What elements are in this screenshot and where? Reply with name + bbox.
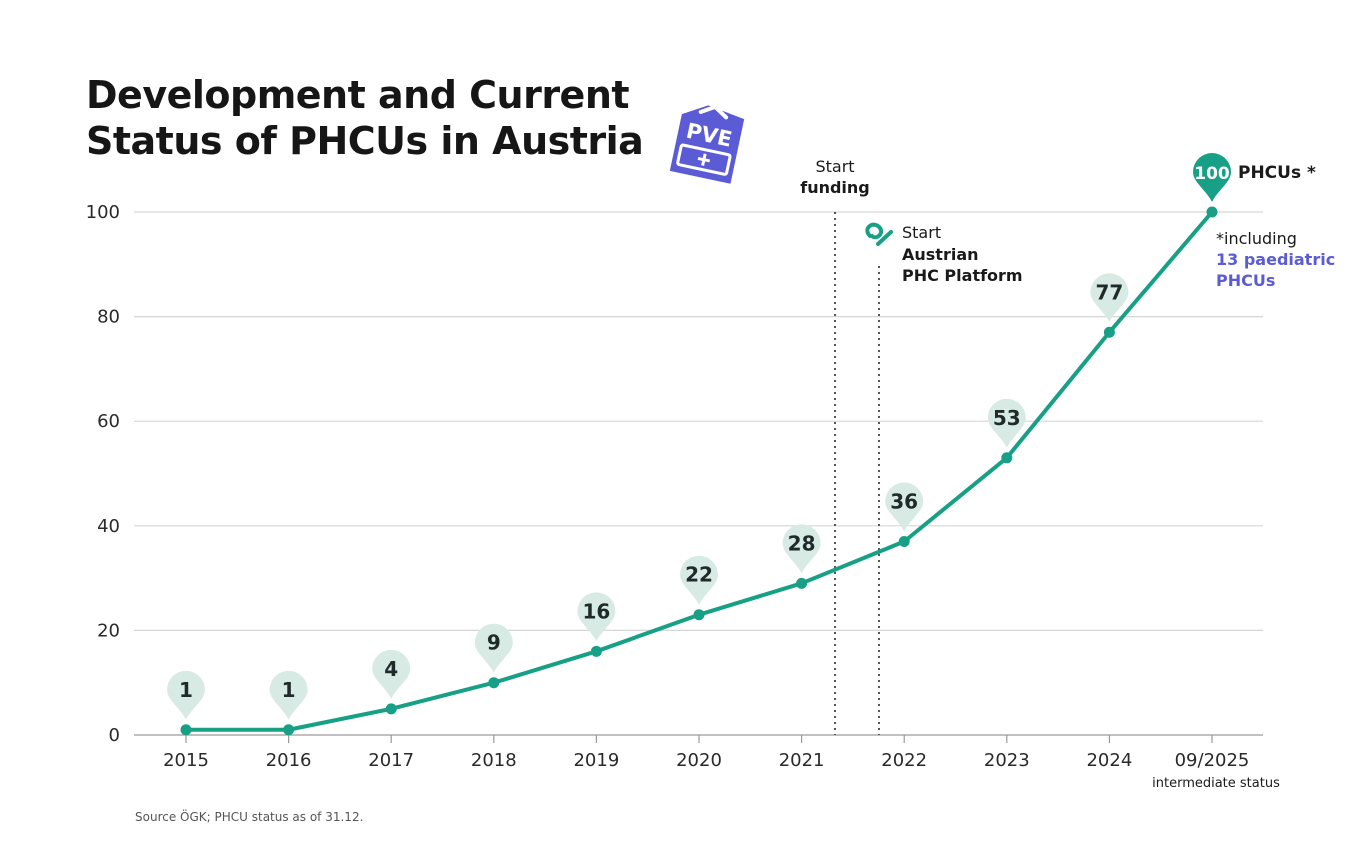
final-note-line3: PHCUs bbox=[1216, 271, 1275, 290]
y-tick-label: 40 bbox=[97, 516, 120, 537]
x-tick-label: 09/2025 bbox=[1175, 750, 1250, 771]
pve-tag-icon: PVE bbox=[669, 104, 745, 184]
data-label-pin: 16 bbox=[577, 592, 616, 642]
data-point bbox=[1206, 206, 1218, 218]
data-point bbox=[693, 609, 705, 621]
data-label: 22 bbox=[685, 563, 713, 587]
x-tick-label: 2019 bbox=[573, 750, 619, 771]
data-label-pin: 9 bbox=[474, 623, 513, 673]
data-point bbox=[590, 645, 602, 657]
pin-shape bbox=[782, 524, 821, 574]
x-tick-label: 2016 bbox=[266, 750, 312, 771]
series-line bbox=[184, 210, 1214, 732]
platform-label-line3: PHC Platform bbox=[902, 266, 1023, 285]
data-label: 1 bbox=[282, 678, 296, 702]
pin-shape bbox=[372, 649, 411, 699]
chart-title: Development and Current Status of PHCUs … bbox=[86, 72, 644, 164]
data-point bbox=[385, 703, 397, 715]
data-label-pin: 4 bbox=[372, 649, 411, 699]
x-tick-label: 2024 bbox=[1086, 750, 1132, 771]
pin-shape bbox=[680, 555, 718, 605]
x-tick-label: 2020 bbox=[676, 750, 722, 771]
data-point bbox=[283, 724, 295, 736]
pin-shape bbox=[1193, 153, 1231, 202]
platform-label-line2: Austrian bbox=[902, 245, 979, 264]
source-note: Source ÖGK; PHCU status as of 31.12. bbox=[135, 810, 364, 824]
data-label: 16 bbox=[582, 599, 610, 623]
data-label-pin: 1 bbox=[269, 670, 308, 720]
pin-shape bbox=[474, 623, 513, 673]
pin-shape bbox=[269, 670, 308, 720]
y-tick-label: 80 bbox=[97, 307, 120, 328]
x-axis-ticks: 2015 2016 2017 2018 2019 2020 2021 2022 2023 2024… bbox=[163, 735, 1249, 771]
y-tick-label: 20 bbox=[97, 620, 120, 641]
data-label-pin: 77 bbox=[1090, 273, 1129, 323]
funding-label-line1: Start bbox=[815, 157, 854, 176]
x-tick-label: 2017 bbox=[368, 750, 414, 771]
data-label: 100 bbox=[1194, 164, 1230, 184]
x-tick-label: 2015 bbox=[163, 750, 209, 771]
y-tick-label: 100 bbox=[86, 202, 120, 223]
data-point bbox=[898, 535, 910, 547]
data-label-pin: 53 bbox=[987, 398, 1026, 448]
x-tick-label: 2018 bbox=[471, 750, 517, 771]
phc-platform-icon bbox=[865, 222, 893, 246]
data-point bbox=[796, 577, 808, 589]
title-line-1: Development and Current bbox=[86, 73, 630, 117]
pin-shape bbox=[987, 398, 1026, 448]
data-label-pin: 28 bbox=[782, 524, 821, 574]
data-label: 4 bbox=[384, 657, 398, 681]
data-label: 28 bbox=[788, 531, 816, 555]
y-tick-label: 0 bbox=[109, 725, 120, 746]
x-tick-label: 2022 bbox=[881, 750, 927, 771]
final-note-line2: 13 paediatric bbox=[1216, 250, 1335, 269]
data-label: 9 bbox=[487, 631, 501, 655]
data-label: 1 bbox=[179, 678, 193, 702]
platform-label-line1: Start bbox=[902, 223, 941, 242]
final-suffix-label: PHCUs * bbox=[1238, 163, 1316, 183]
data-label: 36 bbox=[890, 489, 918, 513]
data-label-pins: 1 1 4 9 16 22 28 36 53 77 100 bbox=[167, 153, 1231, 720]
data-point bbox=[488, 677, 500, 689]
data-label-pin-final: 100 bbox=[1193, 153, 1231, 202]
x-tick-label: 2021 bbox=[779, 750, 825, 771]
y-tick-label: 60 bbox=[97, 411, 120, 432]
final-note-line1: *including bbox=[1216, 229, 1297, 248]
data-point bbox=[180, 724, 192, 736]
y-axis-ticks: 0 20 40 60 80 100 bbox=[86, 202, 120, 746]
pin-shape bbox=[885, 482, 924, 532]
pin-shape bbox=[1090, 273, 1129, 323]
data-label-pin: 22 bbox=[680, 555, 718, 605]
data-point bbox=[1001, 452, 1013, 464]
data-point bbox=[1103, 326, 1115, 338]
data-label-pin: 1 bbox=[167, 670, 205, 720]
title-line-2: Status of PHCUs in Austria bbox=[86, 119, 644, 163]
data-label-pin: 36 bbox=[885, 482, 924, 532]
pin-shape bbox=[577, 592, 616, 642]
data-label: 53 bbox=[993, 406, 1021, 430]
funding-label-line2: funding bbox=[800, 178, 870, 197]
data-label: 77 bbox=[1095, 280, 1123, 304]
pin-shape bbox=[167, 670, 205, 720]
x-tick-label: 2023 bbox=[984, 750, 1030, 771]
data-markers bbox=[180, 206, 1218, 736]
x-sublabel: intermediate status bbox=[1152, 776, 1280, 791]
